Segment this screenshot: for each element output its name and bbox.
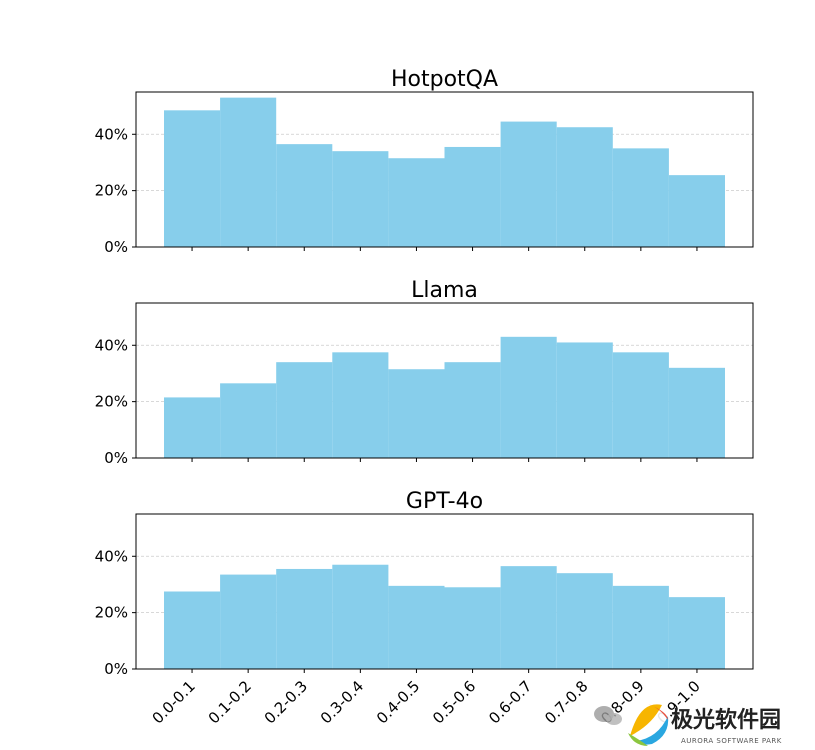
logo-green-icon bbox=[628, 733, 648, 746]
chart-title: GPT-4o bbox=[406, 489, 483, 514]
bar-0.2-0.3 bbox=[276, 362, 333, 458]
bar-0.9-1.0 bbox=[668, 175, 725, 247]
bar-0.2-0.3 bbox=[276, 144, 333, 247]
bar-0.9-1.0 bbox=[668, 597, 725, 669]
bar-0.3-0.4 bbox=[332, 564, 389, 669]
logo-yellow-icon bbox=[630, 704, 662, 736]
y-tick-label: 20% bbox=[95, 393, 128, 411]
bar-0.1-0.2 bbox=[220, 574, 277, 669]
bar-0.7-0.8 bbox=[556, 573, 613, 669]
y-tick-label: 0% bbox=[104, 660, 128, 678]
bar-0.7-0.8 bbox=[556, 127, 613, 247]
x-tick-label: 0.7-0.8 bbox=[541, 677, 591, 727]
bar-0.4-0.5 bbox=[388, 158, 445, 247]
wechat-icon-secondary bbox=[606, 713, 622, 725]
axes-frame bbox=[135, 302, 754, 459]
bar-0.0-0.1 bbox=[164, 397, 221, 458]
watermark-logo: 极光软件园 AURORA SOFTWARE PARK bbox=[594, 700, 782, 746]
x-tick-label: 0.3-0.4 bbox=[317, 677, 367, 727]
bar-0.2-0.3 bbox=[276, 568, 333, 669]
axes-frame bbox=[135, 513, 754, 670]
bar-0.8-0.9 bbox=[612, 148, 669, 247]
bar-0.6-0.7 bbox=[500, 336, 557, 458]
bar-0.6-0.7 bbox=[500, 566, 557, 669]
bar-0.8-0.9 bbox=[612, 585, 669, 669]
bar-0.8-0.9 bbox=[612, 352, 669, 458]
bar-0.3-0.4 bbox=[332, 151, 389, 247]
bar-0.3-0.4 bbox=[332, 352, 389, 458]
y-tick-label: 40% bbox=[95, 336, 128, 354]
x-tick-label: 0.2-0.3 bbox=[261, 677, 311, 727]
x-tick-label: 0.4-0.5 bbox=[373, 677, 423, 727]
bar-0.0-0.1 bbox=[164, 591, 221, 669]
bar-0.9-1.0 bbox=[668, 367, 725, 458]
bar-0.5-0.6 bbox=[444, 146, 501, 247]
y-tick-label: 20% bbox=[95, 182, 128, 200]
y-tick-label: 0% bbox=[104, 449, 128, 467]
axes-frame bbox=[135, 91, 754, 248]
x-tick-label: 0.6-0.7 bbox=[485, 677, 535, 727]
watermark-cn-text: 极光软件园 bbox=[671, 707, 781, 733]
y-tick-label: 0% bbox=[104, 238, 128, 256]
y-tick-label: 40% bbox=[95, 547, 128, 565]
x-tick-label: 0.0-0.1 bbox=[149, 677, 199, 727]
bar-0.1-0.2 bbox=[220, 383, 277, 458]
bar-0.5-0.6 bbox=[444, 362, 501, 458]
logo-blue-icon bbox=[636, 716, 669, 745]
watermark-en-text: AURORA SOFTWARE PARK bbox=[681, 737, 782, 745]
bar-0.4-0.5 bbox=[388, 369, 445, 458]
bar-0.7-0.8 bbox=[556, 342, 613, 458]
x-tick-label: 0.5-0.6 bbox=[429, 677, 479, 727]
x-tick-label: 0.1-0.2 bbox=[205, 677, 255, 727]
bar-0.4-0.5 bbox=[388, 585, 445, 669]
chart-title: Llama bbox=[411, 278, 478, 303]
bar-0.5-0.6 bbox=[444, 587, 501, 669]
y-tick-label: 20% bbox=[95, 604, 128, 622]
bar-0.1-0.2 bbox=[220, 97, 277, 248]
chart-title: HotpotQA bbox=[391, 67, 498, 92]
bar-0.6-0.7 bbox=[500, 121, 557, 247]
bar-0.0-0.1 bbox=[164, 110, 221, 248]
y-tick-label: 40% bbox=[95, 125, 128, 143]
